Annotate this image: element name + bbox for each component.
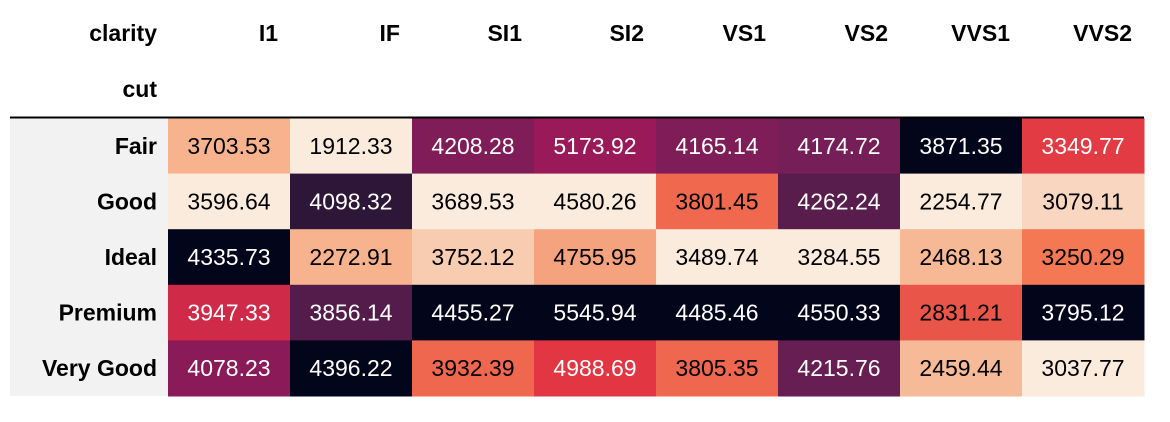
cell-value: 2468.13 xyxy=(919,244,1002,270)
cell-value: 2272.91 xyxy=(309,244,392,270)
cell-value: 4580.26 xyxy=(553,188,636,214)
heatmap-cell xyxy=(1022,118,1145,175)
cell-value: 3752.12 xyxy=(431,244,514,270)
cell-value: 3805.35 xyxy=(675,355,758,381)
cell-value: 3795.12 xyxy=(1041,300,1124,326)
heatmap-cell xyxy=(168,284,291,341)
row-header: Fair xyxy=(115,133,157,159)
heatmap-cell xyxy=(1022,229,1145,286)
heatmap-cell xyxy=(778,284,901,341)
index-name-label: cut xyxy=(123,76,158,102)
heatmap-cell xyxy=(290,229,413,286)
heatmap-cell xyxy=(412,173,535,230)
heatmap-cell xyxy=(290,340,413,397)
cell-value: 3596.64 xyxy=(187,188,270,214)
heatmap-cell xyxy=(168,173,291,230)
cell-value: 4165.14 xyxy=(675,133,758,159)
cell-value: 4262.24 xyxy=(797,188,880,214)
cell-value: 3801.45 xyxy=(675,188,758,214)
heatmap-cell xyxy=(778,118,901,175)
heatmap-cell xyxy=(412,284,535,341)
cell-value: 4550.33 xyxy=(797,300,880,326)
heatmap-cell xyxy=(656,340,779,397)
row-header: Very Good xyxy=(42,355,157,381)
columns-name-label: clarity xyxy=(89,20,157,46)
heatmap-cell xyxy=(900,173,1023,230)
heatmap-cell xyxy=(534,340,657,397)
heatmap-cell xyxy=(656,229,779,286)
heatmap-cell xyxy=(168,229,291,286)
cell-value: 4078.23 xyxy=(187,355,270,381)
column-header: IF xyxy=(380,20,400,46)
heatmap-cell xyxy=(1022,284,1145,341)
heatmap-cell xyxy=(412,118,535,175)
heatmap-cell xyxy=(656,284,779,341)
cell-value: 4988.69 xyxy=(553,355,636,381)
cell-value: 2254.77 xyxy=(919,188,1002,214)
cell-value: 2459.44 xyxy=(919,355,1002,381)
heatmap-cell xyxy=(168,340,291,397)
heatmap-cell xyxy=(656,118,779,175)
cell-value: 4208.28 xyxy=(431,133,514,159)
cell-value: 4098.32 xyxy=(309,188,392,214)
cell-value: 4335.73 xyxy=(187,244,270,270)
cell-value: 4396.22 xyxy=(309,355,392,381)
cell-value: 3856.14 xyxy=(309,300,392,326)
heatmap-cell xyxy=(900,229,1023,286)
heatmap-cell xyxy=(778,340,901,397)
heatmap-cell xyxy=(290,118,413,175)
cell-value: 1912.33 xyxy=(309,133,392,159)
cell-value: 2831.21 xyxy=(919,300,1002,326)
cell-value: 3489.74 xyxy=(675,244,758,270)
column-header: SI2 xyxy=(609,20,644,46)
column-header: VVS2 xyxy=(1073,20,1132,46)
cell-value: 3037.77 xyxy=(1041,355,1124,381)
cell-value: 3079.11 xyxy=(1042,188,1123,214)
column-header: VVS1 xyxy=(951,20,1010,46)
cell-value: 3703.53 xyxy=(187,133,270,159)
cell-value: 4215.76 xyxy=(797,355,880,381)
heatmap-cell xyxy=(900,118,1023,175)
cell-value: 4174.72 xyxy=(797,133,880,159)
cell-value: 5545.94 xyxy=(553,300,636,326)
row-header: Ideal xyxy=(105,244,157,270)
index-header-background xyxy=(10,118,168,396)
heatmap-cell xyxy=(290,284,413,341)
heatmap-cell xyxy=(412,229,535,286)
row-header: Premium xyxy=(59,300,157,326)
cell-value: 3689.53 xyxy=(431,188,514,214)
cell-value: 4755.95 xyxy=(553,244,636,270)
heatmap-cell xyxy=(290,173,413,230)
heatmap-cell xyxy=(778,229,901,286)
heatmap-cell xyxy=(900,340,1023,397)
cell-value: 3947.33 xyxy=(187,300,270,326)
column-header: SI1 xyxy=(487,20,522,46)
cell-value: 3349.77 xyxy=(1041,133,1124,159)
heatmap-cell xyxy=(534,229,657,286)
heatmap-cell xyxy=(900,284,1023,341)
heatmap-cell xyxy=(168,118,291,175)
heatmap-cell xyxy=(778,173,901,230)
cell-value: 3871.35 xyxy=(919,133,1002,159)
cell-value: 3250.29 xyxy=(1041,244,1124,270)
column-header: I1 xyxy=(259,20,278,46)
cell-value: 4455.27 xyxy=(431,300,514,326)
heatmap-cell xyxy=(1022,340,1145,397)
row-header: Good xyxy=(97,188,157,214)
heatmap-cell xyxy=(656,173,779,230)
cell-value: 5173.92 xyxy=(553,133,636,159)
heatmap-cell xyxy=(1022,173,1145,230)
cell-value: 3284.55 xyxy=(797,244,880,270)
heatmap-cell xyxy=(534,173,657,230)
heatmap-cell xyxy=(534,284,657,341)
cell-value: 3932.39 xyxy=(431,355,514,381)
cell-value: 4485.46 xyxy=(675,300,758,326)
heatmap-cell xyxy=(534,118,657,175)
heatmap-cell xyxy=(412,340,535,397)
column-header: VS2 xyxy=(845,20,888,46)
column-header: VS1 xyxy=(723,20,767,46)
